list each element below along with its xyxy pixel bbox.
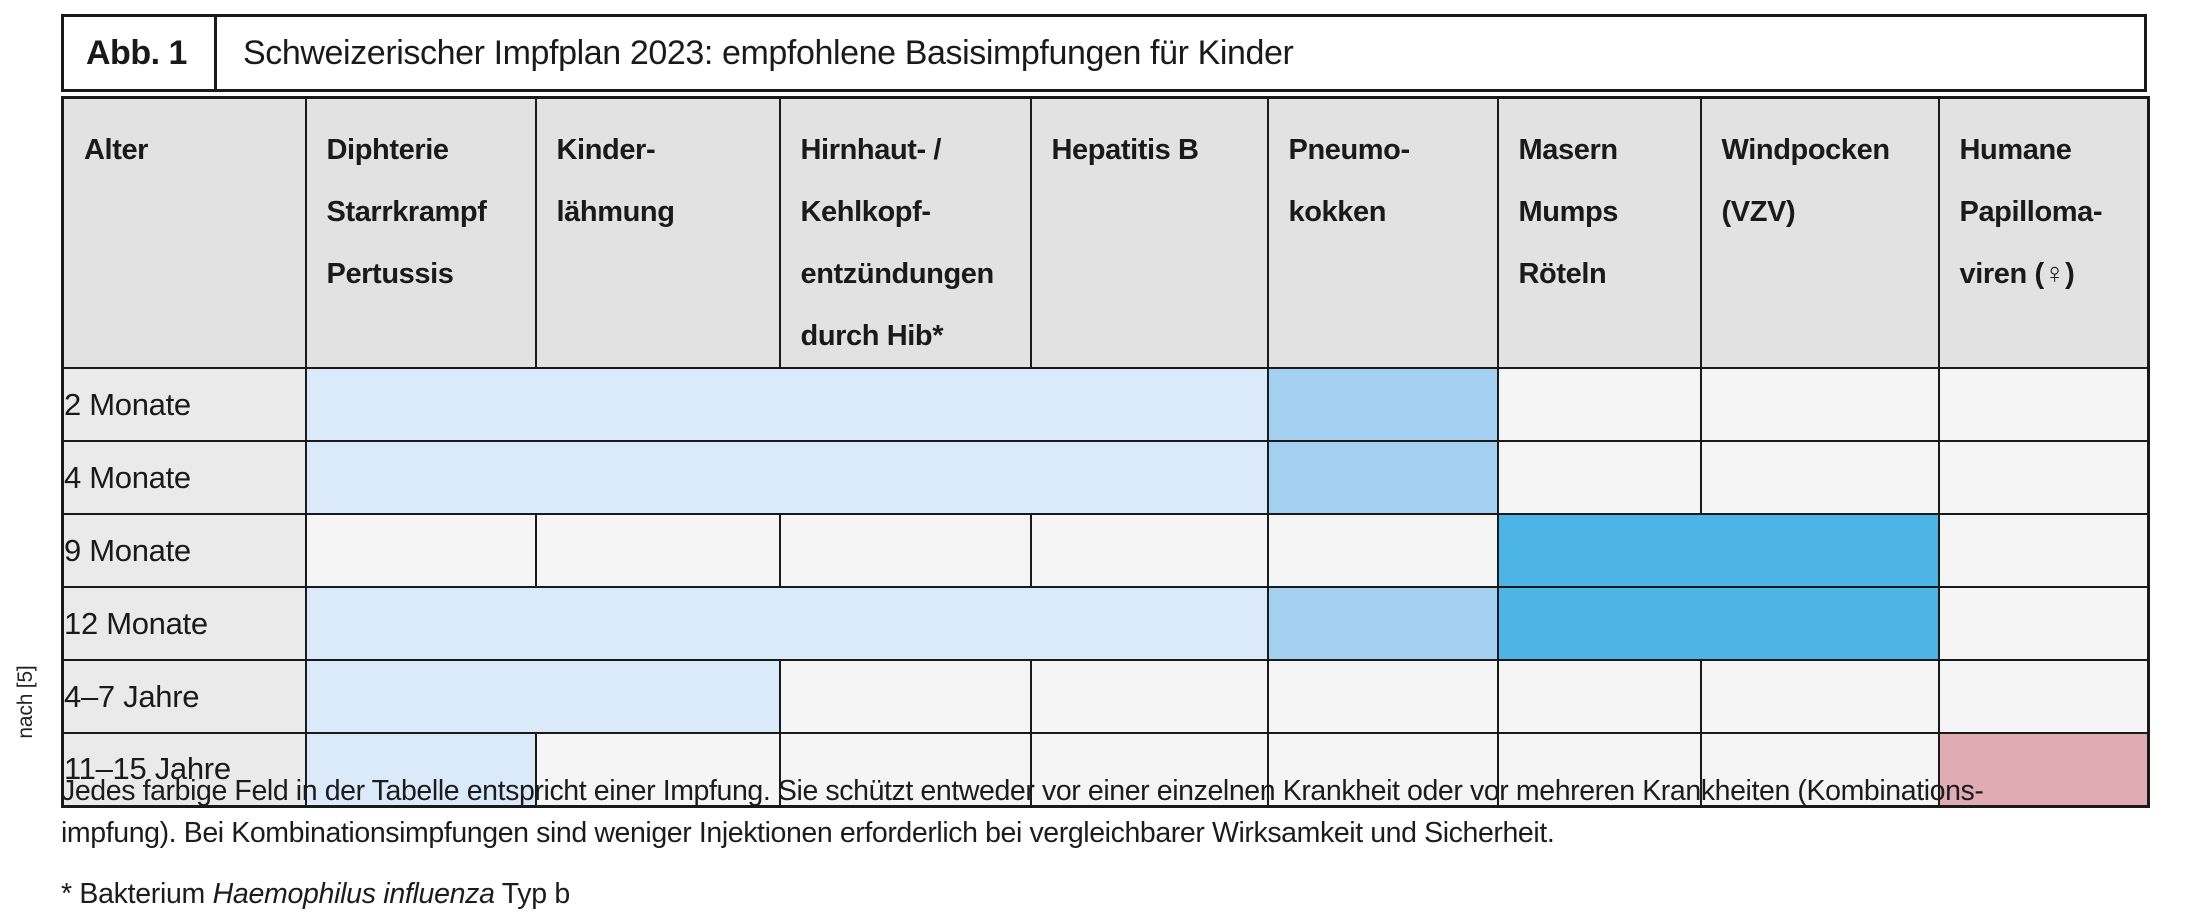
header-line: Masern xyxy=(1518,134,1619,166)
header-line: Papilloma- xyxy=(1959,196,2103,228)
empty-cell xyxy=(1699,367,1940,442)
table-row: 4 Monate xyxy=(61,440,2150,515)
empty-cell xyxy=(534,513,781,588)
empty-cell xyxy=(1029,513,1269,588)
empty-cell xyxy=(304,513,537,588)
source-note: nach [5] xyxy=(14,665,37,739)
header-cell-windpocken: Windpocken (VZV) xyxy=(1699,96,1940,369)
header-line: durch Hib* xyxy=(800,320,944,352)
row-label: 11–15 Jahre xyxy=(61,732,307,807)
figure-header-bar: Abb. 1 Schweizerischer Impfplan 2023: em… xyxy=(61,14,2147,92)
empty-cell xyxy=(1699,659,1940,734)
header-cell-kinderlaehmung: Kinder-lähmung xyxy=(534,96,781,369)
footnote-suffix: Typ b xyxy=(494,878,571,910)
vaccine-cell xyxy=(304,367,1269,442)
empty-cell xyxy=(1496,732,1702,807)
table-body: 2 Monate 4 Monate 9 Monate 12 Monate 4–7 Jah… xyxy=(61,367,2150,807)
empty-cell xyxy=(1699,440,1940,515)
header-cell-pneumokokken: Pneumo-kokken xyxy=(1266,96,1499,369)
header-line: Röteln xyxy=(1518,258,1607,290)
header-line: Humane xyxy=(1959,134,2072,166)
empty-cell xyxy=(1937,586,2150,661)
vaccine-cell xyxy=(304,440,1269,515)
empty-cell xyxy=(778,732,1032,807)
header-line: Starrkrampf xyxy=(326,196,487,228)
header-line: Mumps xyxy=(1518,196,1619,228)
header-line: lähmung xyxy=(556,196,675,228)
header-cell-alter: Alter xyxy=(61,96,307,369)
empty-cell xyxy=(1937,659,2150,734)
header-line: Hepatitis B xyxy=(1051,134,1199,166)
vaccine-cell xyxy=(1496,513,1940,588)
empty-cell xyxy=(1937,440,2150,515)
header-line: Hirnhaut- / xyxy=(800,134,942,166)
header-cell-hepatitis-b: Hepatitis B xyxy=(1029,96,1269,369)
footnote: * Bakterium Haemophilus influenza Typ b xyxy=(61,878,570,911)
empty-cell xyxy=(534,732,781,807)
table-row: 9 Monate xyxy=(61,513,2150,588)
empty-cell xyxy=(778,659,1032,734)
empty-cell xyxy=(1496,659,1702,734)
empty-cell xyxy=(1266,513,1499,588)
footnote-prefix: * Bakterium xyxy=(61,878,213,910)
header-row: Alter Diphterie Starrkrampf Pertussis Kinder… xyxy=(61,96,2150,369)
vaccine-cell xyxy=(1266,586,1499,661)
row-label: 9 Monate xyxy=(61,513,307,588)
caption-paragraph: Jedes farbige Feld in der Tabelle entspr… xyxy=(61,770,2181,854)
vaccine-cell xyxy=(304,659,781,734)
figure-label: Abb. 1 xyxy=(64,17,217,89)
empty-cell xyxy=(1496,367,1702,442)
row-label: 2 Monate xyxy=(61,367,307,442)
header-line: Diphterie xyxy=(326,134,449,166)
header-line: viren (♀) xyxy=(1959,258,2075,290)
row-label: 12 Monate xyxy=(61,586,307,661)
header-line: Windpocken xyxy=(1721,134,1891,166)
empty-cell xyxy=(1937,513,2150,588)
vaccine-cell xyxy=(1266,367,1499,442)
vaccine-cell xyxy=(304,732,537,807)
header-cell-hib: Hirnhaut- / Kehlkopf-entzündungen durch Hi… xyxy=(778,96,1032,369)
empty-cell xyxy=(1266,732,1499,807)
empty-cell xyxy=(1029,732,1269,807)
vaccine-cell xyxy=(1266,440,1499,515)
header-line: (VZV) xyxy=(1721,196,1796,228)
vaccine-cell xyxy=(1496,586,1940,661)
figure-title: Schweizerischer Impfplan 2023: empfohlen… xyxy=(243,33,1294,72)
header-cell-masern: Masern Mumps Röteln xyxy=(1496,96,1702,369)
table-row: 4–7 Jahre xyxy=(61,659,2150,734)
header-line: Pertussis xyxy=(326,258,454,290)
caption-line-2: impfung). Bei Kombinationsimpfungen sind… xyxy=(61,817,1555,849)
vaccination-schedule-table: Alter Diphterie Starrkrampf Pertussis Kinder… xyxy=(61,96,2150,808)
row-label: 4–7 Jahre xyxy=(61,659,307,734)
empty-cell xyxy=(1496,440,1702,515)
empty-cell xyxy=(778,513,1032,588)
header-cell-hpv: Humane Papilloma-viren (♀) xyxy=(1937,96,2150,369)
empty-cell xyxy=(1699,732,1940,807)
empty-cell xyxy=(1029,659,1269,734)
caption-line-1: Jedes farbige Feld in der Tabelle entspr… xyxy=(61,775,1984,807)
empty-cell xyxy=(1266,659,1499,734)
header-line: Kehlkopf- xyxy=(800,196,932,228)
vaccine-cell xyxy=(1937,732,2150,807)
table-row: 11–15 Jahre xyxy=(61,732,2150,807)
header-line: kokken xyxy=(1288,196,1387,228)
table-header-row: Alter Diphterie Starrkrampf Pertussis Kinder… xyxy=(61,96,2150,369)
footnote-italic: Haemophilus influenza xyxy=(212,878,495,910)
row-label: 4 Monate xyxy=(61,440,307,515)
header-line: Kinder- xyxy=(556,134,656,166)
empty-cell xyxy=(1937,367,2150,442)
header-line: entzündungen xyxy=(800,258,995,290)
header-line: Pneumo- xyxy=(1288,134,1411,166)
vaccine-cell xyxy=(304,586,1269,661)
table-row: 2 Monate xyxy=(61,367,2150,442)
header-line: Alter xyxy=(84,134,149,166)
header-cell-diphterie: Diphterie Starrkrampf Pertussis xyxy=(304,96,537,369)
table-row: 12 Monate xyxy=(61,586,2150,661)
